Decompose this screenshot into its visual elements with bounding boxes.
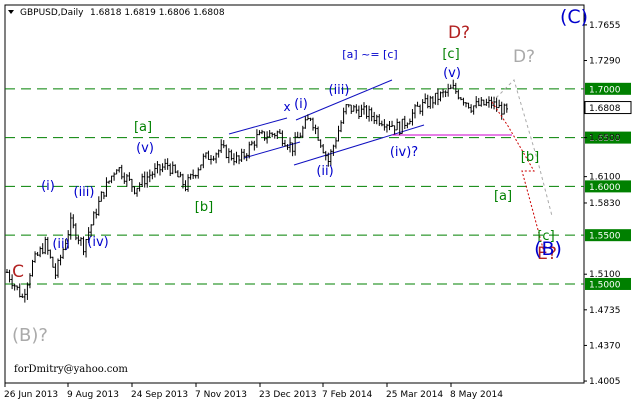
wave-label: [c] <box>442 47 459 62</box>
y-tick-label: 1.5830 <box>589 199 621 209</box>
wave-label: (i) <box>294 97 308 112</box>
dropdown-arrow-icon[interactable] <box>8 10 14 14</box>
wave-label: [a] <box>134 120 152 135</box>
wave-labels: C (B)? (i) (ii) (iii) (iv) (v) [a] [b] x (i) (ii) (i… <box>12 6 588 346</box>
level-tag <box>585 229 631 242</box>
x-tick-label: 7 Nov 2013 <box>195 390 247 400</box>
wave-label: D? <box>513 47 535 67</box>
wave-label: x <box>283 100 290 114</box>
wave-label: (ii) <box>316 164 333 179</box>
wave-label: E? <box>537 244 557 264</box>
wave-label: (iv)? <box>390 145 418 160</box>
level-tag-label: 1.7000 <box>589 85 621 95</box>
wave-label: [a] <box>494 189 512 204</box>
channel-lower-1 <box>243 141 301 159</box>
level-tag-label: 1.6000 <box>589 183 621 193</box>
wave-label: D? <box>448 23 470 43</box>
ohlc-readout: 1.6818 1.6819 1.6806 1.6808 <box>90 8 225 18</box>
y-tick-label: 1.4370 <box>589 341 621 351</box>
y-tick-label: 1.6100 <box>589 173 621 183</box>
wave-label: [c] <box>537 229 554 244</box>
wave-label: (C) <box>560 6 588 28</box>
projection-lines <box>491 79 553 253</box>
x-tick-label: 7 Feb 2014 <box>322 390 373 400</box>
level-tag <box>585 131 631 144</box>
x-tick-label: 24 Sep 2013 <box>131 390 188 400</box>
wave-label: (iii) <box>329 83 350 98</box>
projection-gray <box>491 79 553 217</box>
x-tick-label: 26 Jun 2013 <box>4 390 58 400</box>
x-axis: 26 Jun 2013 9 Aug 2013 24 Sep 2013 7 Nov 20… <box>4 383 503 400</box>
y-tick-label: 1.4735 <box>589 306 621 316</box>
wave-label: (v) <box>136 141 154 156</box>
wave-label: (iii) <box>74 185 95 200</box>
wave-label: (iv) <box>87 235 108 250</box>
level-lines <box>5 88 584 285</box>
level-tag-label: 1.5000 <box>589 280 621 290</box>
level-tag <box>585 277 631 290</box>
wave-label: (B)? <box>12 325 48 346</box>
channel-upper-1 <box>228 117 288 135</box>
price-bars <box>5 79 508 303</box>
wave-label: [a] ~= [c] <box>342 48 397 61</box>
wave-label: (ii) <box>52 237 69 252</box>
chart-title: GBPUSD,Daily <box>20 8 84 18</box>
x-tick-label: 9 Aug 2013 <box>67 390 119 400</box>
level-tag-label: 1.6500 <box>589 134 621 144</box>
level-tag <box>585 82 631 95</box>
current-price-label: 1.6808 <box>589 104 621 114</box>
x-tick-label: 23 Dec 2013 <box>259 390 317 400</box>
wave-label: (i) <box>41 179 55 194</box>
x-tick-label: 8 May 2014 <box>450 390 503 400</box>
wave-label: [b] <box>521 150 539 165</box>
y-tick-label: 1.4005 <box>589 377 621 387</box>
y-tick-label: 1.6500 <box>589 134 621 144</box>
footer-email: forDmitry@yahoo.com <box>14 364 128 375</box>
level-tag-label: 1.5500 <box>589 232 621 242</box>
wave-label: C <box>12 262 24 282</box>
y-tick-label: 1.5100 <box>589 270 621 280</box>
projection-red <box>491 101 545 253</box>
y-tick-label: 1.7290 <box>589 57 621 67</box>
x-tick-label: 25 Mar 2014 <box>386 390 443 400</box>
y-tick-label: 1.7655 <box>589 21 621 31</box>
plot-frame <box>4 4 585 384</box>
wave-label: (v) <box>443 66 461 81</box>
level-tag <box>585 180 631 193</box>
channel-upper-2 <box>295 79 393 121</box>
y-axis: 1.7000 1.6500 1.6000 1.5500 1.5000 1.7655 1.72… <box>584 21 632 387</box>
current-price-tag <box>584 101 632 115</box>
wave-label: (B) <box>534 238 562 260</box>
wave-label: [b] <box>195 200 213 215</box>
